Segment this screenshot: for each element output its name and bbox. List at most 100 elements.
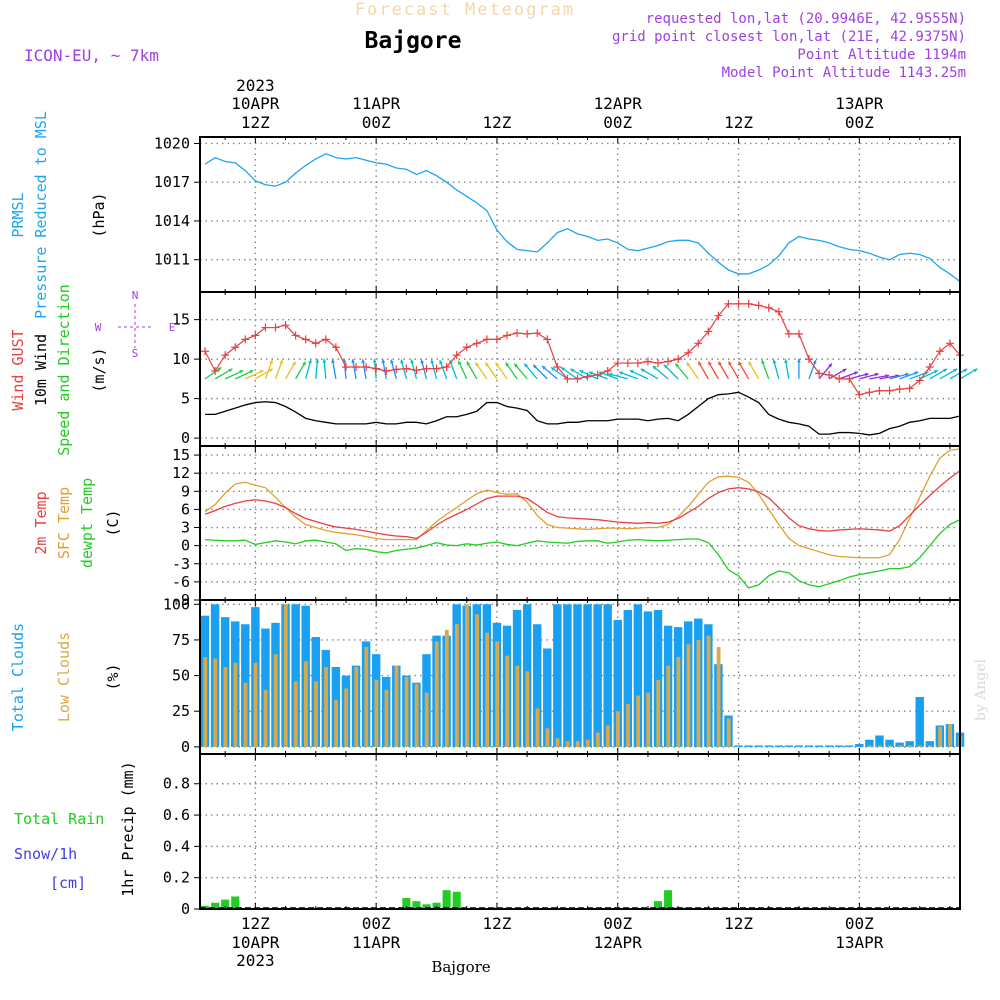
dewpt-label: dewpt Temp	[78, 478, 96, 568]
total-cloud-bar	[573, 604, 582, 747]
wind-arrow-head	[652, 366, 657, 370]
gust-marker	[211, 366, 220, 375]
wind-direction-arrow	[608, 372, 628, 380]
gust-marker	[643, 357, 652, 366]
pressure-unit: (hPa)	[90, 192, 108, 237]
wind-direction-arrow	[618, 371, 639, 380]
wind-arrow-head	[475, 362, 480, 367]
low-cloud-bar	[414, 684, 419, 747]
bottom-date-label: 11APR	[352, 933, 401, 952]
total-cloud-bar	[754, 745, 763, 747]
wind-direction-arrow	[264, 359, 273, 380]
wind-arrow-head	[430, 359, 435, 364]
t2m-label: 2m Temp	[32, 491, 50, 554]
wind-arrow-head	[738, 361, 743, 366]
wind-arrow-head	[904, 372, 909, 377]
low-cloud-bar	[938, 726, 942, 747]
low-cloud-bar	[646, 692, 651, 747]
low-cloud-bar	[626, 704, 630, 747]
gust-marker	[513, 329, 522, 338]
wind-arrow-head	[308, 359, 312, 364]
wind-direction-arrow	[505, 362, 518, 380]
gust-marker	[241, 335, 250, 344]
bottom-hour-label: 12Z	[483, 914, 512, 933]
gust-marker	[945, 339, 954, 348]
gust-marker	[573, 374, 582, 383]
wind-arrow-head	[718, 361, 722, 366]
wind-arrow-head	[269, 360, 273, 365]
gust-marker	[905, 384, 914, 393]
model-label: ICON-EU, ~ 7km	[24, 46, 159, 65]
bottom-hour-label: 12Z	[241, 914, 270, 933]
wind-arrow-head	[963, 368, 968, 373]
y-tick-label: 0	[181, 429, 190, 447]
wind-direction-arrow	[959, 368, 978, 380]
wind-arrow-head	[322, 358, 327, 363]
wind-direction-arrow	[351, 359, 357, 379]
wind-direction-arrow	[849, 372, 869, 380]
y-tick-label: 0.2	[163, 869, 190, 887]
wind-direction-arrow	[541, 365, 558, 380]
point-altitude: Point Altitude 1194m	[797, 47, 966, 63]
total-cloud-bar	[603, 604, 612, 747]
wind-direction-arrow	[204, 366, 222, 380]
low-cloud-bar	[656, 679, 661, 747]
gust-marker	[452, 351, 461, 360]
wind-direction-arrow	[285, 361, 297, 380]
wind-arrow-head	[854, 371, 858, 376]
sfc-label: SFC Temp	[55, 487, 73, 559]
pressure-line	[204, 153, 961, 283]
wind-arrow-head	[249, 370, 254, 374]
wind-arrow-head	[239, 370, 244, 374]
low-cloud-bar	[324, 667, 328, 747]
low-cloud-bar	[545, 728, 550, 747]
wind-speed-line	[205, 391, 961, 436]
y-tick-label: 0	[181, 900, 190, 918]
total-cloud-bar	[613, 619, 622, 747]
wind-direction-arrow	[686, 362, 699, 380]
total-cloud-bar	[865, 739, 874, 747]
gust-marker	[865, 388, 874, 397]
gust-line	[204, 303, 961, 396]
total-cloud-bar	[875, 735, 884, 747]
wind-arrow-head	[259, 370, 264, 374]
rain-bar	[664, 890, 673, 909]
low-cloud-bar	[314, 681, 318, 747]
low-cloud-bar	[233, 662, 238, 747]
total-cloud-bar	[744, 745, 753, 747]
wind-direction-arrow	[361, 359, 367, 379]
low-cloud-bar	[716, 647, 721, 747]
gust-marker	[935, 347, 944, 356]
low-cloud-bar	[203, 657, 208, 747]
gust-marker	[925, 363, 934, 372]
wind-direction-arrow	[772, 359, 780, 380]
bottom-hour-label: 00Z	[362, 914, 391, 933]
total-cloud-bar	[633, 604, 643, 747]
rain-bar	[422, 904, 431, 909]
location-title: Bajgore	[365, 28, 462, 54]
wind-direction-arrow	[738, 361, 750, 380]
y-tick-label: 9	[181, 482, 190, 500]
wind-direction-arrow	[430, 359, 438, 380]
gust-marker	[331, 343, 340, 352]
wind-direction-arrow	[663, 364, 679, 380]
top-hour-label: 12Z	[241, 113, 270, 132]
low-cloud-bar	[696, 639, 701, 747]
gust-marker	[593, 370, 602, 379]
wind-direction-arrow	[707, 361, 719, 380]
wind-direction-arrow	[818, 363, 833, 380]
wind-arrow-head	[640, 368, 645, 373]
wind-direction-arrow	[274, 359, 283, 380]
gust-marker	[533, 329, 542, 338]
wind-direction-arrow	[466, 361, 478, 380]
low-cloud-bar	[595, 732, 600, 747]
wind-arrow-head	[279, 360, 283, 365]
total-cloud-bar	[814, 745, 824, 747]
gust-marker	[855, 390, 864, 399]
low-cloud-bar	[223, 667, 228, 747]
gust-marker	[472, 339, 481, 348]
low-cloud-bar	[585, 739, 590, 747]
wind-arrow-head	[885, 374, 890, 378]
wind-arrow-head	[708, 361, 712, 366]
low-cloud-bar	[394, 665, 399, 747]
